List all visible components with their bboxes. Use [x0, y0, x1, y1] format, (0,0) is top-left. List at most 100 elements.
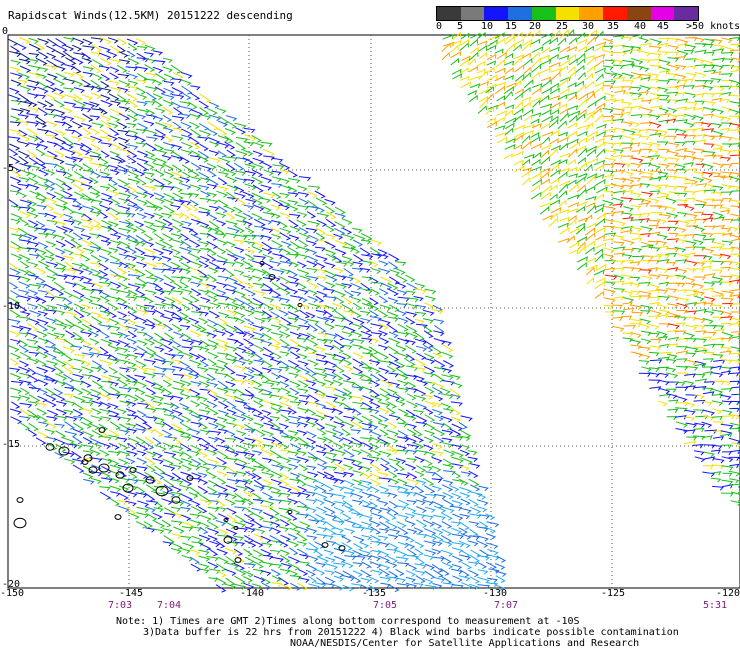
wind-barb: [162, 407, 175, 416]
wind-barb: [388, 470, 398, 479]
wind-barb: [621, 142, 634, 147]
wind-barb: [629, 48, 642, 54]
wind-barb: [190, 128, 202, 138]
wind-barb: [263, 169, 274, 176]
wind-barb: [674, 415, 687, 420]
wind-barb: [253, 414, 265, 422]
wind-barb: [694, 422, 706, 428]
wind-barb: [226, 409, 237, 416]
wind-barb: [324, 492, 335, 498]
wind-barb: [65, 57, 77, 66]
wind-barb: [206, 381, 219, 388]
wind-barb: [467, 540, 479, 547]
wind-barb: [234, 492, 246, 502]
wind-barb: [487, 104, 499, 110]
wind-barb: [163, 73, 175, 81]
wind-barb: [26, 381, 37, 390]
wind-barb: [712, 108, 725, 115]
wind-barb: [657, 206, 669, 211]
wind-barb: [287, 407, 297, 415]
wind-barb: [90, 211, 101, 217]
wind-barb: [298, 176, 312, 182]
wind-barb: [649, 184, 662, 191]
wind-barb: [414, 338, 427, 346]
wind-barb: [224, 414, 237, 422]
wind-barb: [406, 506, 417, 514]
wind-barb: [55, 379, 66, 387]
wind-barb: [109, 386, 121, 395]
wind-barb: [677, 186, 688, 191]
wind-barb: [305, 569, 316, 577]
wind-barb: [531, 87, 542, 95]
wind-barb: [351, 575, 362, 584]
wind-barb: [189, 513, 201, 519]
wind-barb: [703, 106, 716, 113]
wind-barb: [423, 372, 435, 378]
wind-barb: [486, 66, 495, 74]
wind-barb: [686, 352, 697, 358]
wind-barb: [622, 248, 635, 254]
wind-barb: [243, 149, 254, 157]
wind-barb: [191, 324, 202, 331]
wind-barb: [117, 121, 128, 130]
wind-barb: [62, 323, 74, 330]
wind-barb: [557, 94, 568, 101]
wind-barb: [377, 471, 389, 478]
wind-barb: [63, 148, 76, 156]
wind-barb: [46, 93, 56, 101]
wind-barb: [81, 304, 92, 310]
wind-barb: [262, 485, 273, 491]
wind-barb: [721, 479, 734, 485]
wind-barb: [397, 379, 409, 387]
wind-barb: [153, 428, 164, 437]
wind-barb: [557, 120, 567, 130]
wind-barb: [622, 281, 634, 287]
wind-barb: [262, 381, 275, 387]
wind-barb: [731, 442, 740, 448]
wind-barb: [540, 178, 550, 186]
wind-barb: [657, 258, 670, 264]
wind-barb: [388, 584, 400, 593]
wind-barb: [684, 219, 698, 224]
wind-barb: [108, 339, 121, 346]
wind-barb: [251, 198, 263, 206]
wind-barb: [280, 387, 291, 395]
wind-barb: [693, 399, 706, 404]
wind-barb: [440, 568, 450, 576]
wind-barb: [89, 442, 103, 449]
wind-barb: [134, 352, 145, 358]
wind-barb: [458, 540, 471, 549]
wind-barb: [317, 471, 328, 479]
wind-barb: [261, 393, 274, 399]
wind-barb: [614, 51, 627, 56]
wind-barb: [62, 190, 73, 198]
wind-barb: [288, 430, 299, 436]
wind-barb: [324, 241, 336, 249]
wind-barb: [316, 380, 327, 387]
wind-barb: [281, 435, 294, 442]
wind-barb: [352, 562, 363, 567]
wind-barb: [638, 346, 651, 352]
wind-barb: [107, 164, 119, 171]
wind-barb: [173, 428, 186, 436]
wind-barb: [486, 521, 500, 528]
wind-barb: [89, 115, 101, 121]
wind-barb: [658, 245, 670, 251]
wind-barb: [170, 155, 184, 162]
wind-barb: [729, 422, 740, 429]
wind-barb: [314, 190, 326, 199]
wind-barb: [55, 267, 66, 273]
wind-barb: [253, 428, 266, 437]
wind-barb: [134, 268, 146, 277]
wind-barb: [64, 51, 76, 61]
wind-barb: [118, 142, 128, 150]
wind-barb: [433, 505, 447, 514]
wind-barb: [271, 527, 282, 535]
wind-barb: [170, 547, 182, 554]
wind-barb: [217, 177, 228, 186]
wind-barb: [36, 253, 46, 261]
wind-barb: [18, 177, 30, 183]
wind-barb: [532, 99, 541, 108]
wind-barb: [296, 450, 307, 457]
wind-barb: [180, 316, 191, 324]
